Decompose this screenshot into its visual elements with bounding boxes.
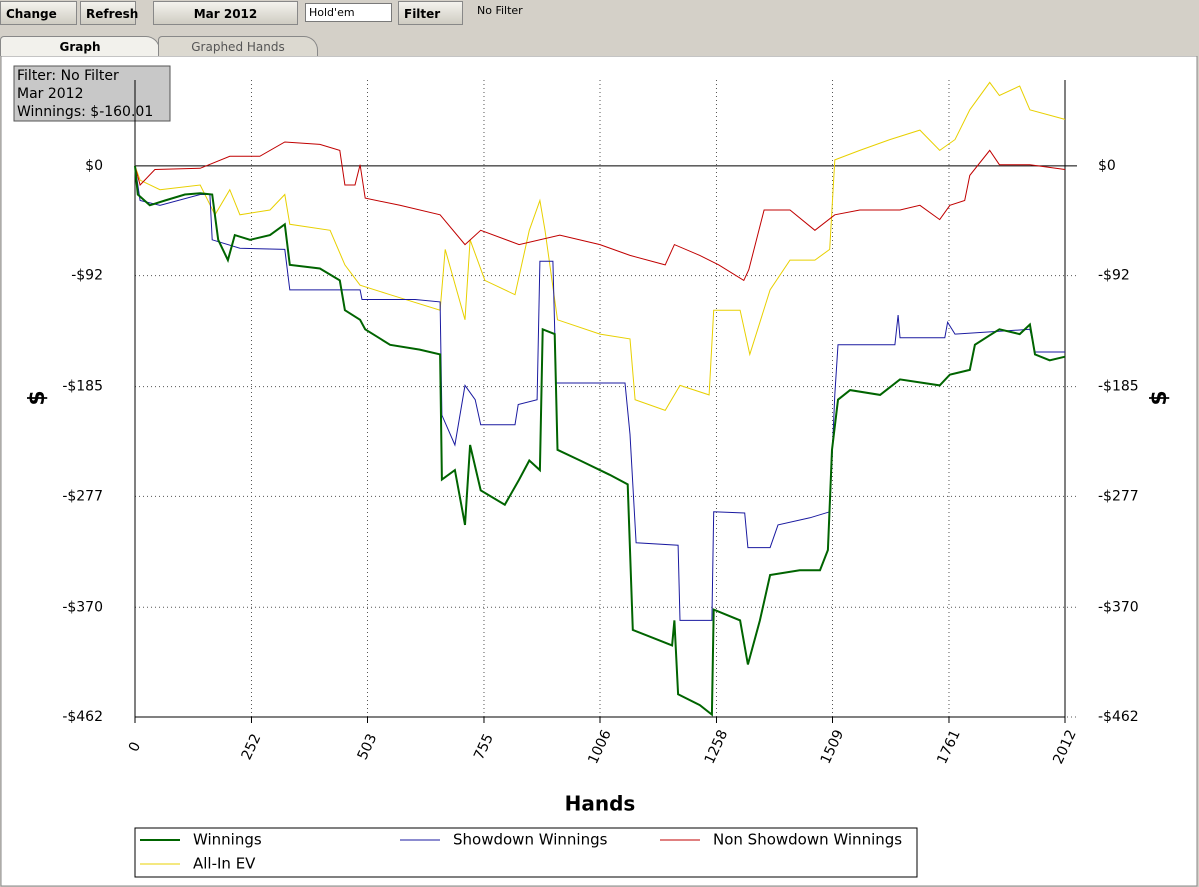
series-line: [134, 81, 1066, 412]
filter-status: No Filter: [477, 4, 523, 17]
y-axis-label: $: [1147, 390, 1172, 405]
y-tick-label: -$185: [62, 379, 103, 395]
legend-label: Showdown Winnings: [453, 831, 608, 849]
tab[interactable]: Graphed Hands: [158, 36, 318, 56]
y-axis-label: $: [25, 390, 50, 405]
toolbar: Change Refresh Mar 2012 Hold'em Filter N…: [0, 0, 1199, 30]
y-tick-label: -$462: [62, 709, 103, 725]
change-button[interactable]: Change: [0, 1, 77, 25]
y-tick-label: -$92: [1098, 268, 1130, 284]
series-line: [134, 141, 1066, 282]
info-text: Winnings: $-160.01: [17, 104, 153, 120]
y-tick-label: -$277: [1098, 488, 1139, 504]
y-tick-label: -$370: [62, 599, 103, 615]
y-tick-label: -$185: [1098, 379, 1139, 395]
legend-label: Winnings: [193, 831, 262, 849]
x-axis-label: Hands: [565, 792, 636, 816]
legend: [134, 827, 918, 878]
y-tick-label: -$462: [1098, 709, 1139, 725]
legend-label: Non Showdown Winnings: [713, 831, 902, 849]
legend-label: All-In EV: [193, 855, 256, 873]
series-line: [134, 165, 1065, 621]
y-tick-label: $0: [85, 158, 103, 174]
game-select[interactable]: Hold'em: [305, 3, 392, 22]
series-line: [134, 165, 1066, 717]
y-tick-label: -$370: [1098, 599, 1139, 615]
info-text: Filter: No Filter: [17, 68, 119, 84]
period-button[interactable]: Mar 2012: [153, 1, 298, 25]
y-tick-label: -$277: [62, 488, 103, 504]
y-tick-label: $0: [1098, 158, 1116, 174]
filter-button[interactable]: Filter: [398, 1, 463, 25]
info-text: Mar 2012: [17, 86, 84, 102]
y-tick-label: -$92: [71, 268, 103, 284]
info-box: [13, 65, 171, 122]
refresh-button[interactable]: Refresh: [80, 1, 138, 25]
tab[interactable]: Graph: [0, 36, 160, 56]
chart: Hands $ $ Filter: No Filter Mar 2012 Winni…: [0, 56, 1198, 887]
